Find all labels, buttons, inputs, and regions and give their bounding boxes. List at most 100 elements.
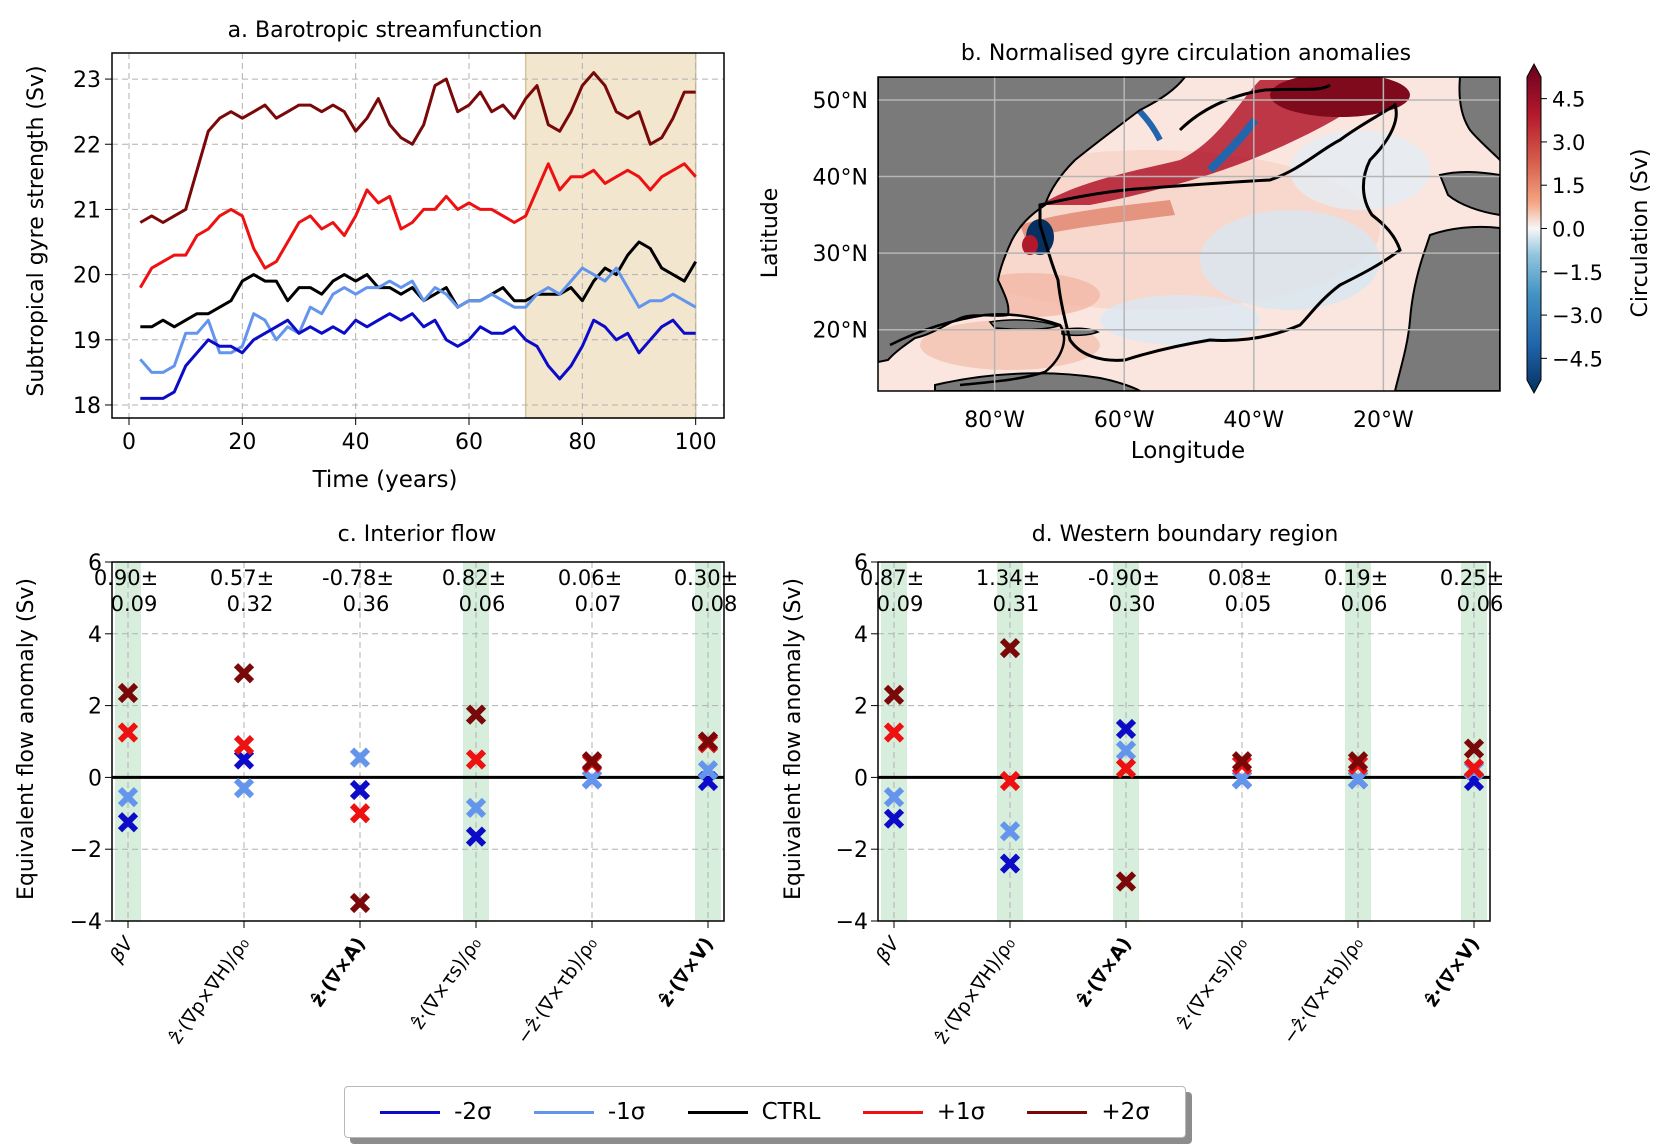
- marker-m2sigma: [117, 812, 139, 833]
- annotation-error: 0.06: [459, 592, 506, 616]
- legend-item-ctrl: CTRL: [687, 1099, 821, 1125]
- colorbar-tick-label: 3.0: [1552, 131, 1585, 155]
- legend-swatch: [533, 1110, 594, 1114]
- y-tick-label: −2: [836, 838, 868, 863]
- marker-m2sigma: [999, 853, 1021, 874]
- category-label: ẑ·(∇×V): [1420, 933, 1484, 1011]
- annotation-value: 0.82±: [442, 566, 506, 590]
- legend-label: -2σ: [454, 1099, 492, 1125]
- panel-d-ylabel: Equivalent flow anomaly (Sv): [781, 578, 806, 900]
- y-tick-label: 19: [73, 329, 101, 354]
- legend-swatch: [862, 1110, 923, 1114]
- y-tick-label: 6: [88, 551, 102, 576]
- annotation-value: 0.08±: [1208, 566, 1272, 590]
- highlight-band: [463, 562, 489, 921]
- x-tick-label: 100: [675, 430, 717, 455]
- europe-land: [1458, 77, 1500, 162]
- marker-p2sigma: [883, 684, 905, 705]
- annotation-error: 0.07: [575, 592, 622, 616]
- panel-a: a. Barotropic streamfunction 0 20 40 60 80 10…: [24, 18, 725, 493]
- africa-land: [1393, 225, 1500, 391]
- colorbar-tick-label: −4.5: [1552, 347, 1603, 371]
- legend-item-m2sigma: -2σ: [380, 1099, 492, 1125]
- category-label: ẑ·(∇p×∇H)/ρ₀: [165, 933, 254, 1048]
- anomaly-patch: [1100, 295, 1260, 345]
- subpolar-contour: [1178, 83, 1331, 132]
- marker-m1sigma: [883, 787, 905, 808]
- marker-m1sigma: [1115, 740, 1137, 761]
- north-america-land: [878, 77, 1187, 364]
- colorbar-label: Circulation (Sv): [1628, 149, 1653, 318]
- negative-anomaly-band: [1207, 117, 1259, 173]
- positive-anomaly-band: [1020, 200, 1175, 238]
- legend-swatch: [1027, 1110, 1088, 1114]
- panel-c-ylabel: Equivalent flow anomaly (Sv): [14, 578, 39, 900]
- annotation-error: 0.06: [1341, 592, 1388, 616]
- shaded-period: [524, 52, 697, 419]
- lat-tick-label: 50°N: [813, 89, 868, 114]
- y-tick-label: 0: [854, 766, 868, 791]
- y-tick-label: 6: [854, 551, 868, 576]
- marker-m1sigma: [349, 747, 371, 768]
- marker-p1sigma: [1115, 758, 1137, 779]
- annotation-error: 0.08: [691, 592, 738, 616]
- lat-tick-label: 30°N: [813, 242, 868, 267]
- anomaly-patch: [1200, 210, 1380, 310]
- panel-b: b. Normalised gyre circulation anomalies: [758, 41, 1653, 464]
- y-tick-label: −2: [70, 838, 102, 863]
- legend-label: +2σ: [1101, 1099, 1150, 1125]
- marker-m1sigma: [999, 821, 1021, 842]
- marker-p1sigma: [117, 722, 139, 743]
- category-label: −ẑ·(∇×τb)/ρ₀: [512, 933, 602, 1048]
- x-tick-label: 0: [122, 430, 136, 455]
- marker-m1sigma: [117, 787, 139, 808]
- category-label: ẑ·(∇×τs)/ρ₀: [1173, 933, 1252, 1033]
- y-tick-label: 21: [73, 198, 101, 223]
- annotation-value: 0.57±: [210, 566, 274, 590]
- series-line-p2sigma: [139, 71, 696, 224]
- y-tick-label: 4: [854, 623, 868, 648]
- marker-p1sigma: [999, 770, 1021, 792]
- annotation-value: 0.25±: [1440, 566, 1504, 590]
- category-label: ẑ·(∇p×∇H)/ρ₀: [931, 933, 1020, 1048]
- category-label: ẑ·(∇×A): [1072, 933, 1136, 1011]
- highlight-band: [881, 562, 907, 921]
- marker-p2sigma: [349, 892, 371, 914]
- annotation-value: -0.90±: [1088, 566, 1160, 590]
- panel-a-ylabel: Subtropical gyre strength (Sv): [24, 65, 49, 396]
- marker-p2sigma: [1115, 871, 1137, 892]
- series-line-ctrl: [140, 240, 697, 329]
- marker-p2sigma: [1463, 738, 1485, 759]
- colorbar-tick-label: −3.0: [1552, 304, 1603, 328]
- marker-p2sigma: [581, 751, 603, 772]
- panel-d: d. Western boundary region −4 −2 0 2 4 6 βV 0.8…: [781, 522, 1504, 1048]
- marker-m2sigma: [465, 826, 487, 847]
- marker-p1sigma: [233, 734, 255, 756]
- map-gridlines: [878, 77, 1500, 391]
- marker-p2sigma: [117, 682, 139, 704]
- annotation-error: 0.31: [993, 592, 1040, 616]
- panel-d-title: d. Western boundary region: [1032, 522, 1339, 547]
- lon-tick-label: 60°W: [1094, 408, 1155, 433]
- colorbar-tick-label: −1.5: [1552, 261, 1603, 285]
- lon-tick-label: 80°W: [964, 408, 1025, 433]
- legend-item-p1sigma: +1σ: [862, 1099, 985, 1125]
- panel-c: c. Interior flow −4 −2 0 2 4 6 βV 0.90±0.09 ẑ·(∇…: [14, 522, 738, 1048]
- annotation-error: 0.06: [1457, 592, 1504, 616]
- marker-m1sigma: [465, 797, 487, 819]
- x-tick-label: 80: [568, 430, 596, 455]
- marker-m2sigma: [1115, 718, 1137, 740]
- category-label: ẑ·(∇×V): [654, 933, 718, 1011]
- cuba-island: [988, 319, 1061, 331]
- legend-item-p2sigma: +2σ: [1027, 1099, 1150, 1125]
- category-label: ẑ·(∇×τs)/ρ₀: [407, 933, 486, 1033]
- annotation-value: -0.78±: [322, 566, 394, 590]
- highlight-band: [115, 562, 141, 921]
- marker-m1sigma: [233, 778, 255, 799]
- legend-label: CTRL: [761, 1099, 821, 1125]
- y-tick-label: 4: [88, 623, 102, 648]
- marker-p2sigma: [999, 638, 1021, 659]
- annotation-error: 0.36: [343, 592, 390, 616]
- marker-p1sigma: [465, 749, 487, 770]
